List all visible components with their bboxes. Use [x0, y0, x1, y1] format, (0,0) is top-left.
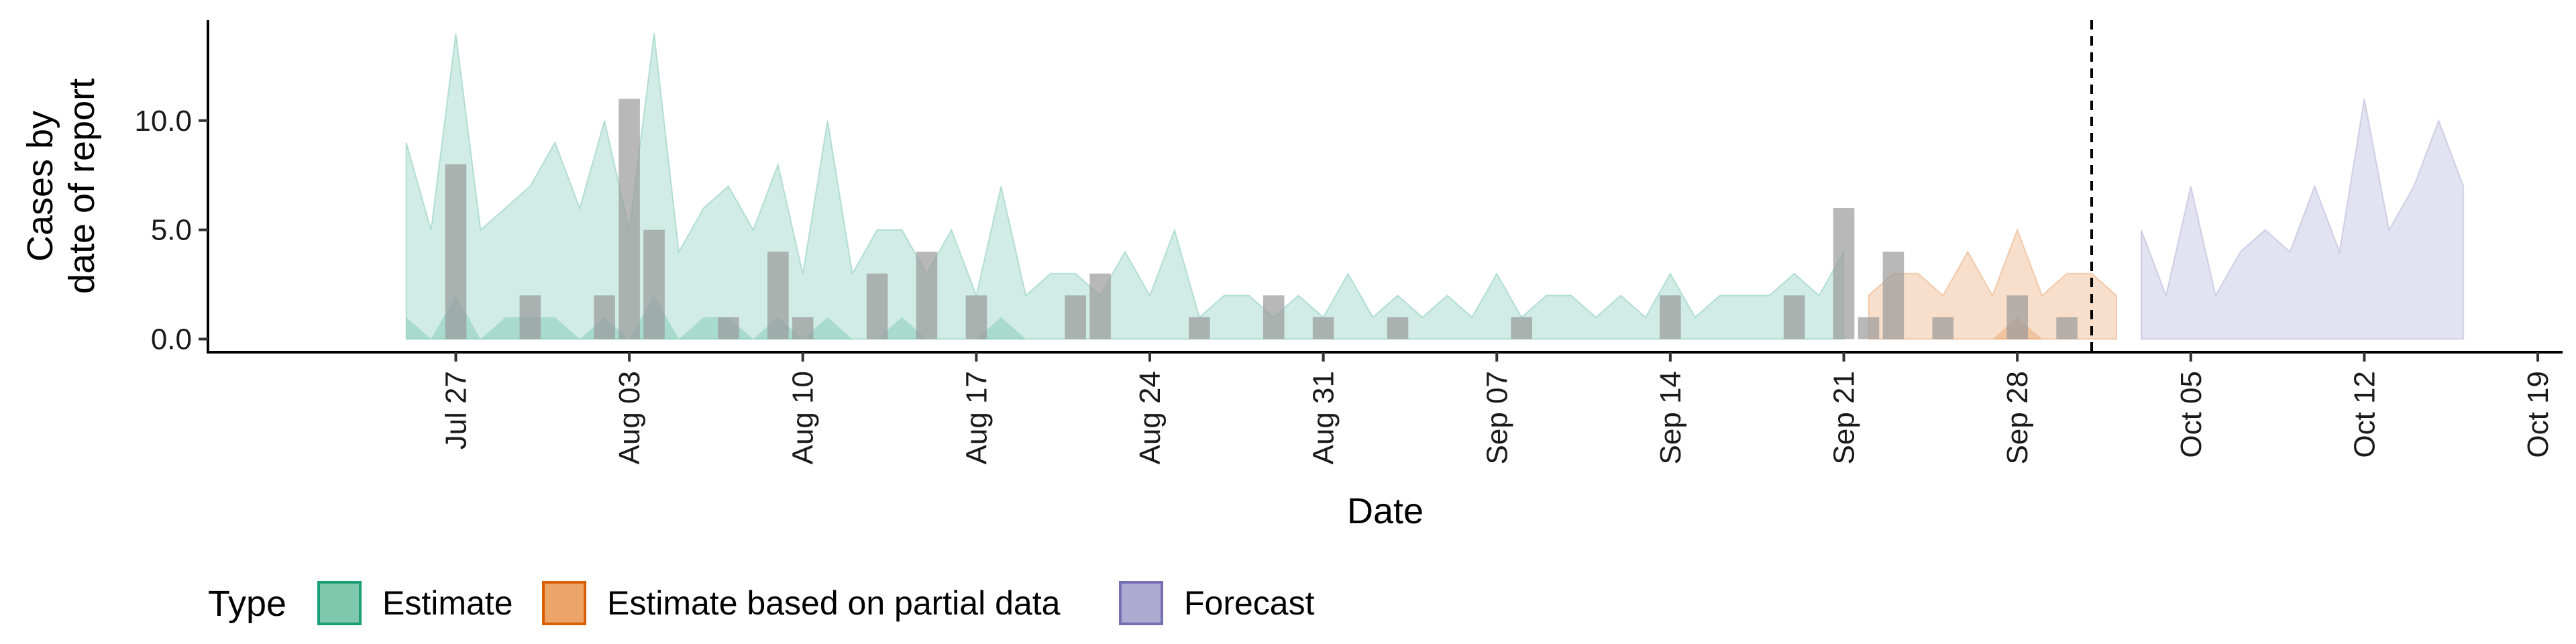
observed-bar [1660, 295, 1681, 339]
observed-bar [643, 229, 665, 339]
observed-bar [1511, 317, 1533, 339]
observed-bar [866, 273, 888, 339]
legend-label-estimate-based-on-partial-data: Estimate based on partial data [607, 584, 1061, 622]
y-tick-label: 10.0 [134, 105, 192, 138]
series-bands [405, 33, 2465, 340]
observed-bar [1858, 317, 1880, 339]
forecast-band [2140, 99, 2465, 340]
y-tick-label: 5.0 [151, 214, 192, 247]
observed-bar [792, 317, 814, 339]
observed-bar [1932, 317, 1954, 339]
legend-key-forecast [1119, 581, 1163, 625]
observed-bar [519, 295, 541, 339]
x-tick-label: Aug 10 [787, 371, 820, 464]
x-tick-label: Oct 05 [2175, 371, 2208, 458]
legend-title: Type [208, 584, 286, 624]
x-tick-label: Sep 14 [1654, 371, 1687, 464]
observed-bar [1783, 295, 1805, 339]
x-tick-label: Sep 28 [2001, 371, 2034, 464]
y-tick-label: 0.0 [151, 323, 192, 356]
y-axis-title: Cases bydate of report [20, 78, 102, 294]
observed-bar [1882, 252, 1904, 339]
observed-bar [445, 164, 467, 339]
observed-bar [965, 295, 987, 339]
x-tick-label: Aug 24 [1134, 371, 1167, 464]
x-tick-label: Aug 31 [1307, 371, 1340, 464]
observed-bar [1189, 317, 1210, 339]
x-tick-label: Jul 27 [439, 371, 472, 449]
observed-case-bars [445, 99, 2078, 339]
observed-bar [594, 295, 615, 339]
x-axis-title: Date [1347, 491, 1424, 531]
x-tick-label: Sep 21 [1828, 371, 1861, 464]
x-tick-label: Sep 07 [1481, 371, 1513, 464]
legend-label-estimate: Estimate [382, 584, 513, 622]
y-axis-title-line: Cases by [20, 111, 60, 262]
observed-bar [619, 99, 640, 339]
observed-bar [718, 317, 739, 339]
observed-bar [2056, 317, 2078, 339]
x-tick-label: Aug 03 [613, 371, 646, 464]
legend-key-estimate [317, 581, 362, 625]
legend-label-forecast: Forecast [1184, 584, 1315, 622]
y-axis-title-line: date of report [62, 78, 102, 294]
observed-bar [916, 252, 938, 339]
x-tick-label: Oct 19 [2522, 371, 2555, 458]
observed-bar [1263, 295, 1285, 339]
observed-bar [1065, 295, 1086, 339]
observed-bar [2006, 295, 2028, 339]
observed-bar [1833, 208, 1855, 339]
legend: Type Estimate Estimate based on partial da… [208, 581, 1315, 625]
legend-key-estimate-based-on-partial-data [542, 581, 586, 625]
observed-bar [1312, 317, 1334, 339]
x-tick-label: Oct 12 [2348, 371, 2381, 458]
observed-bar [1089, 273, 1111, 339]
axes: 0.0 5.0 10.0 Jul 27 Aug 03 Aug 10 Aug 17 Aug 24… [20, 20, 2563, 531]
x-tick-label: Aug 17 [960, 371, 993, 464]
estimate-based-on-partial-data-band [1868, 227, 2117, 340]
observed-bar [1387, 317, 1409, 339]
estimate-inner-band [406, 295, 1026, 339]
observed-bar [767, 252, 789, 339]
